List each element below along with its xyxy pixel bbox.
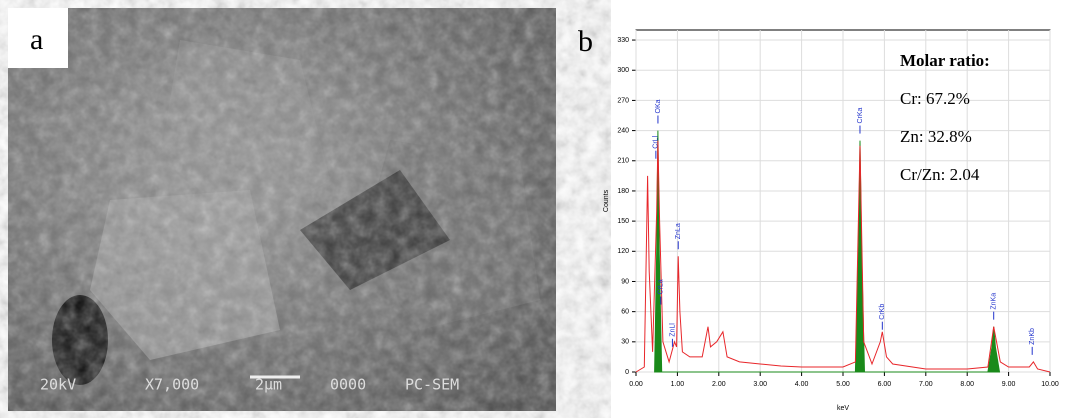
panel-label: b [578, 25, 593, 58]
y-tick-label: 150 [617, 218, 629, 225]
y-tick-label: 240 [617, 127, 629, 134]
x-tick-label: 1.00 [671, 381, 685, 388]
peak-label: CrLa [658, 279, 665, 294]
peak-label: CrKa [857, 108, 864, 124]
spectrum-line [635, 140, 1051, 373]
x-tick-label: 3.00 [753, 381, 767, 388]
sem-info: PC-SEM [405, 376, 459, 394]
sem-info: 0000 [330, 376, 366, 394]
peak-label: OKa [655, 99, 662, 113]
sem-info: X7,000 [145, 376, 199, 394]
spectrum-chart: 0 30 60 90 120 150 180 210 240 270 300 330 0.00 1.00 2… [603, 29, 1059, 412]
peak-label: ZnKb [1029, 328, 1036, 345]
y-tick-label: 300 [617, 67, 629, 74]
y-tick-label: 210 [617, 158, 629, 165]
sem-info: 20kV [40, 376, 76, 394]
annotation: Molar ratio: [900, 51, 990, 70]
annotation: Cr: 67.2% [900, 89, 970, 108]
x-tick-label: 8.00 [960, 381, 974, 388]
x-axis-label: keV [837, 405, 849, 412]
panel-label: a [30, 23, 43, 56]
peak-label: ZnLl [669, 323, 676, 337]
sem-image: a 20kV X7,000 2µm 0000 PC-SEM [8, 8, 556, 411]
x-tick-label: 9.00 [1002, 381, 1016, 388]
x-tick-label: 10.00 [1041, 381, 1059, 388]
annotation: Cr/Zn: 2.04 [900, 165, 980, 184]
y-tick-label: 180 [617, 188, 629, 195]
x-tick-label: 0.00 [629, 381, 643, 388]
peak-label: CrLl [653, 135, 660, 148]
x-tick-label: 4.00 [795, 381, 809, 388]
y-tick-label: 330 [617, 37, 629, 44]
x-tick-label: 5.00 [836, 381, 850, 388]
y-tick-label: 0 [625, 369, 629, 376]
peak-label: CrKb [879, 304, 886, 320]
peak-label: ZnLa [675, 223, 682, 239]
y-tick-label: 270 [617, 97, 629, 104]
peak-label: ZnKa [991, 293, 998, 310]
y-tick-label: 120 [617, 248, 629, 255]
x-tick-label: 6.00 [878, 381, 892, 388]
y-tick-label: 30 [621, 339, 629, 346]
y-tick-label: 60 [621, 308, 629, 315]
annotation: Zn: 32.8% [900, 127, 972, 146]
sem-info: 2µm [255, 376, 282, 394]
x-tick-label: 2.00 [712, 381, 726, 388]
x-tick-label: 7.00 [919, 381, 933, 388]
y-axis-label: Counts [603, 189, 610, 212]
y-tick-label: 90 [621, 278, 629, 285]
